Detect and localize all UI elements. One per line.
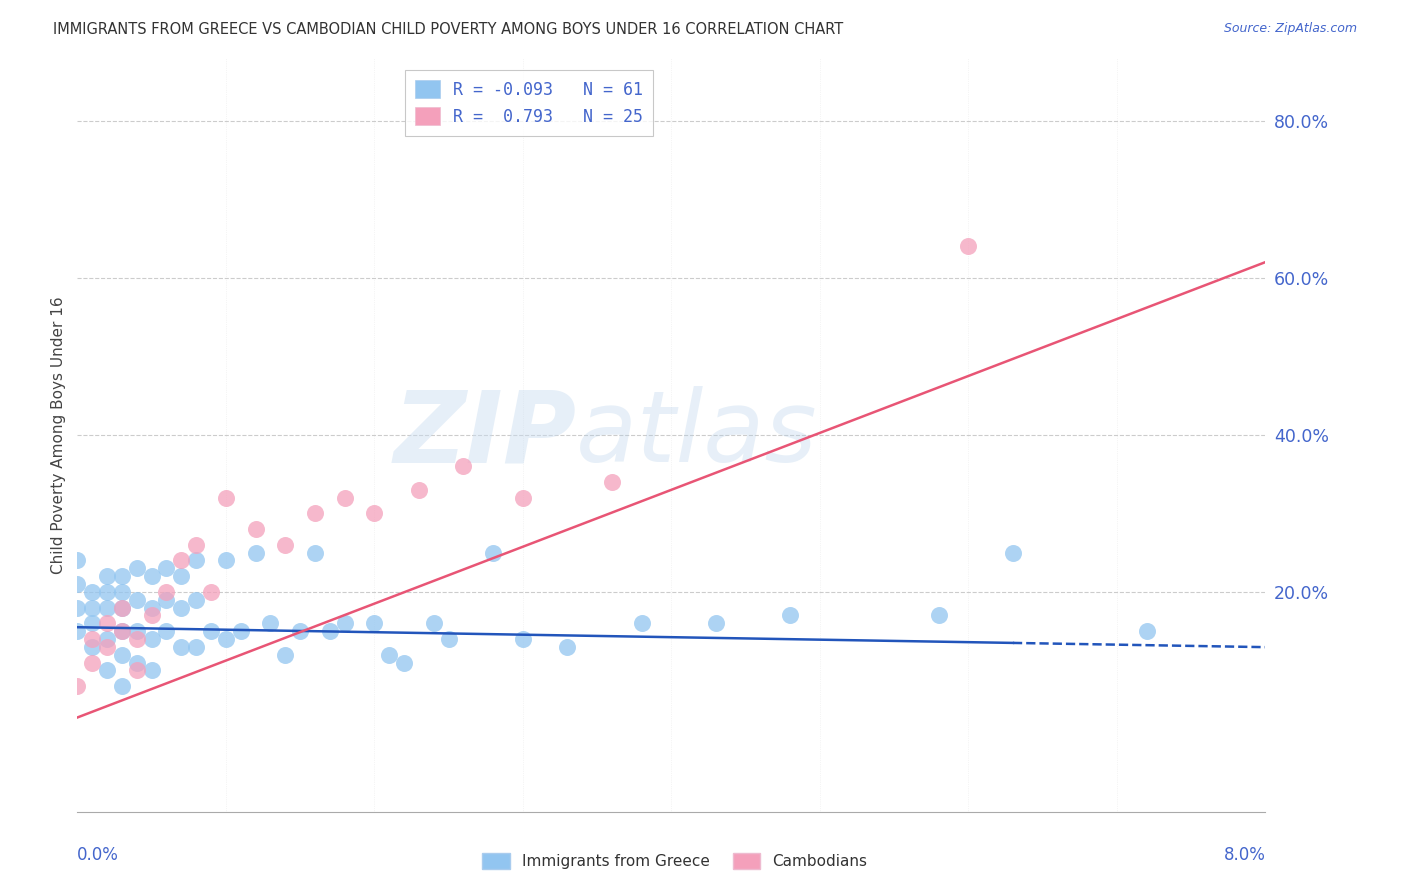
Point <box>125 632 148 646</box>
Point <box>215 491 238 505</box>
Point <box>125 592 148 607</box>
Point <box>200 624 222 639</box>
Point <box>378 648 401 662</box>
Point <box>363 507 385 521</box>
Point <box>111 600 134 615</box>
Point <box>96 585 118 599</box>
Point <box>304 507 326 521</box>
Point <box>957 239 980 253</box>
Point <box>82 656 104 670</box>
Legend: R = -0.093   N = 61, R =  0.793   N = 25: R = -0.093 N = 61, R = 0.793 N = 25 <box>405 70 652 136</box>
Point <box>170 640 193 654</box>
Point <box>363 616 385 631</box>
Y-axis label: Child Poverty Among Boys Under 16: Child Poverty Among Boys Under 16 <box>51 296 66 574</box>
Point <box>155 561 177 575</box>
Point <box>288 624 311 639</box>
Point <box>170 600 193 615</box>
Point <box>111 679 134 693</box>
Point <box>600 475 623 489</box>
Point <box>155 585 177 599</box>
Point <box>245 522 267 536</box>
Point <box>170 553 193 567</box>
Point <box>96 640 118 654</box>
Point <box>512 632 534 646</box>
Text: IMMIGRANTS FROM GREECE VS CAMBODIAN CHILD POVERTY AMONG BOYS UNDER 16 CORRELATIO: IMMIGRANTS FROM GREECE VS CAMBODIAN CHIL… <box>53 22 844 37</box>
Point <box>155 592 177 607</box>
Text: ZIP: ZIP <box>394 386 576 483</box>
Point <box>1001 546 1024 560</box>
Point <box>186 640 208 654</box>
Point <box>111 624 134 639</box>
Point <box>96 632 118 646</box>
Point <box>155 624 177 639</box>
Point <box>82 585 104 599</box>
Point <box>96 569 118 583</box>
Text: 0.0%: 0.0% <box>77 846 120 863</box>
Point <box>229 624 252 639</box>
Point <box>453 459 475 474</box>
Point <box>82 640 104 654</box>
Point <box>215 553 238 567</box>
Point <box>125 624 148 639</box>
Point <box>82 632 104 646</box>
Point <box>245 546 267 560</box>
Point <box>333 491 356 505</box>
Text: 8.0%: 8.0% <box>1223 846 1265 863</box>
Point <box>423 616 446 631</box>
Point <box>141 664 163 678</box>
Point <box>630 616 652 631</box>
Point <box>304 546 326 560</box>
Point <box>408 483 430 497</box>
Point <box>96 664 118 678</box>
Point <box>141 632 163 646</box>
Point <box>82 616 104 631</box>
Point <box>66 624 89 639</box>
Point <box>96 616 118 631</box>
Text: atlas: atlas <box>576 386 818 483</box>
Point <box>66 679 89 693</box>
Point <box>557 640 579 654</box>
Point <box>111 600 134 615</box>
Point <box>141 569 163 583</box>
Point <box>141 600 163 615</box>
Point <box>512 491 534 505</box>
Point <box>704 616 727 631</box>
Point <box>928 608 950 623</box>
Point <box>111 624 134 639</box>
Point <box>200 585 222 599</box>
Point <box>186 553 208 567</box>
Point <box>141 608 163 623</box>
Point <box>1136 624 1159 639</box>
Point <box>66 600 89 615</box>
Point <box>125 664 148 678</box>
Point <box>125 656 148 670</box>
Point <box>111 569 134 583</box>
Point <box>274 648 297 662</box>
Point <box>482 546 505 560</box>
Point <box>125 561 148 575</box>
Point <box>82 600 104 615</box>
Legend: Immigrants from Greece, Cambodians: Immigrants from Greece, Cambodians <box>477 847 873 875</box>
Point <box>170 569 193 583</box>
Point <box>215 632 238 646</box>
Point <box>319 624 342 639</box>
Text: Source: ZipAtlas.com: Source: ZipAtlas.com <box>1223 22 1357 36</box>
Point <box>333 616 356 631</box>
Point <box>186 538 208 552</box>
Point <box>111 585 134 599</box>
Point <box>96 600 118 615</box>
Point <box>66 553 89 567</box>
Point <box>66 577 89 591</box>
Point <box>274 538 297 552</box>
Point <box>111 648 134 662</box>
Point <box>392 656 415 670</box>
Point <box>259 616 281 631</box>
Point <box>779 608 801 623</box>
Point <box>186 592 208 607</box>
Point <box>437 632 460 646</box>
